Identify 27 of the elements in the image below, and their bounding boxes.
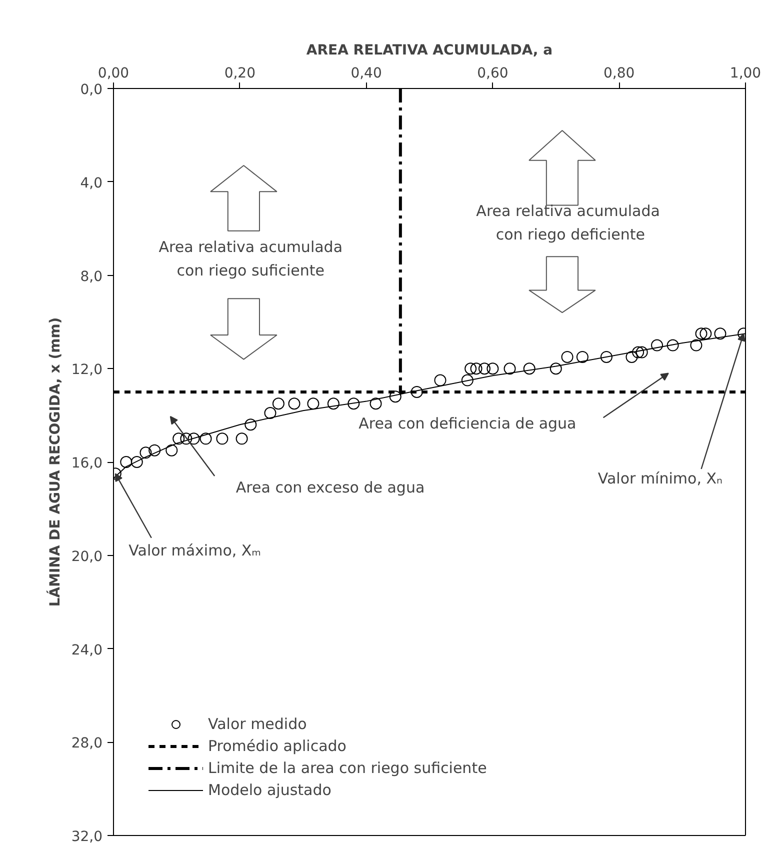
legend-label: Limite de la area con riego suficiente	[208, 759, 487, 777]
y-axis-title: LÁMINA DE AGUA RECOGIDA, x (mm)	[46, 317, 64, 607]
legend-label: Modelo ajustado	[208, 781, 332, 799]
annotation: Area relativa acumulada con riego suficiente	[158, 238, 343, 280]
legend-label: Valor medido	[208, 715, 307, 733]
annotation: Area relativa acumulada con riego deficiente	[476, 202, 660, 244]
x-tick-label: 0,60	[477, 66, 508, 82]
y-tick-label: 0,0	[80, 82, 102, 98]
annotation: Area con exceso de agua	[236, 478, 425, 497]
x-tick-label: 0,20	[224, 66, 256, 82]
annotation: Area con deficiencia de agua	[358, 414, 576, 432]
y-tick-label: 16,0	[71, 456, 102, 472]
annotation: Valor máximo, Xₘ	[128, 542, 262, 560]
y-tick-label: 8,0	[80, 268, 102, 285]
y-tick-label: 32,0	[71, 829, 102, 844]
x-tick-label: 0,00	[98, 66, 130, 82]
x-tick-label: 1,00	[730, 66, 762, 82]
annotation: Valor mínimo, Xₙ	[598, 469, 723, 488]
y-tick-label: 20,0	[71, 548, 102, 565]
legend-label: Promédio aplicado	[208, 737, 346, 755]
y-tick-label: 12,0	[71, 362, 102, 378]
x-tick-label: 0,40	[350, 66, 382, 82]
x-tick-label: 0,80	[604, 66, 635, 82]
y-tick-label: 24,0	[71, 642, 102, 658]
x-axis-title: AREA RELATIVA ACUMULADA, a	[306, 42, 553, 58]
y-tick-label: 4,0	[80, 175, 102, 192]
y-tick-label: 28,0	[71, 736, 102, 752]
